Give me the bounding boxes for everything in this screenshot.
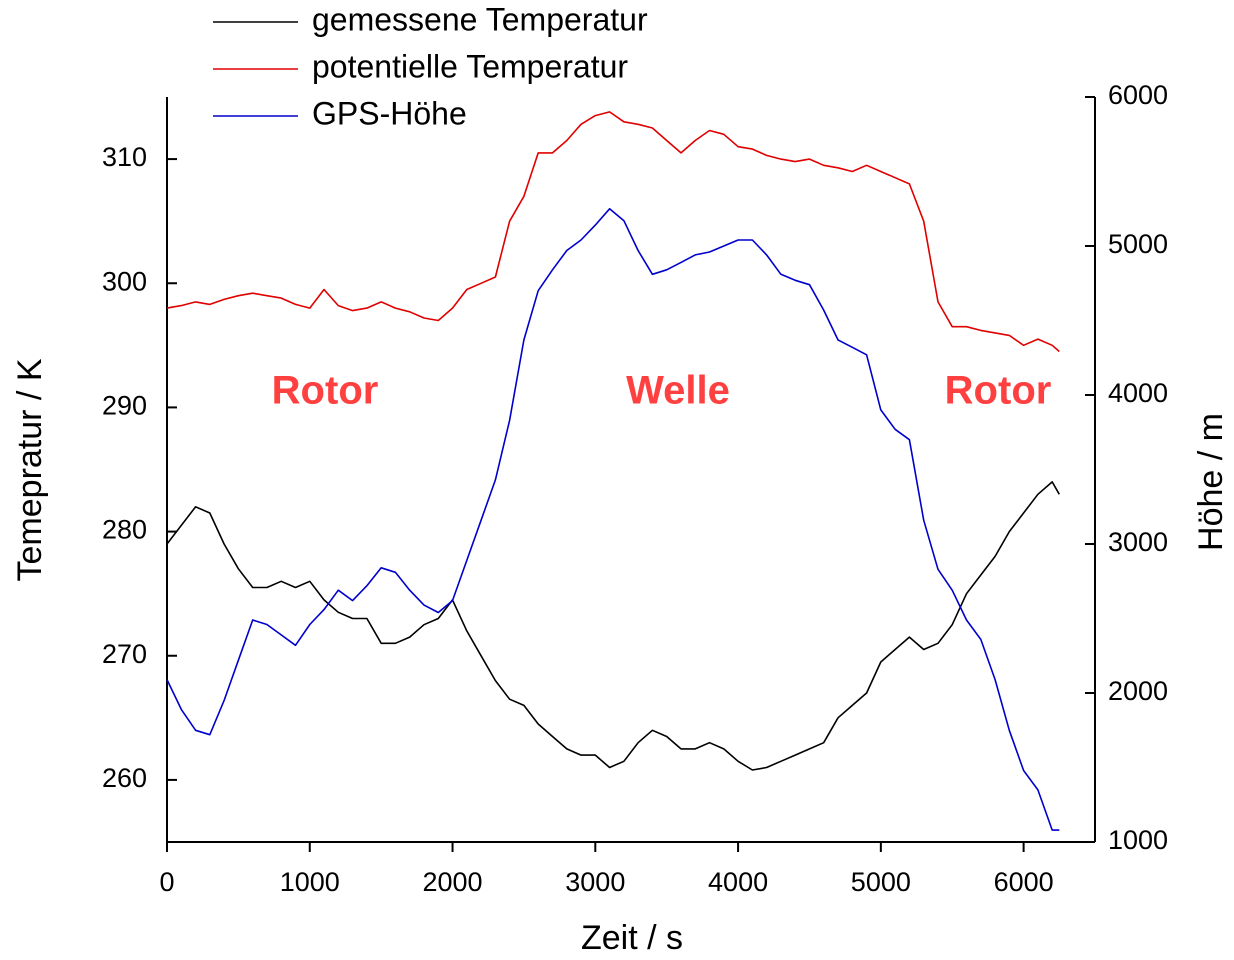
x-tick-label: 1000: [280, 867, 340, 897]
x-tick-label: 2000: [422, 867, 482, 897]
x-tick-label: 3000: [565, 867, 625, 897]
legend-label: GPS-Höhe: [312, 95, 467, 131]
y2-axis-label: Höhe / m: [1192, 413, 1230, 551]
y2-tick-label: 1000: [1108, 825, 1168, 855]
x-axis-label: Zeit / s: [581, 919, 683, 957]
series-line: [166, 208, 1060, 831]
x-tick-label: 5000: [851, 867, 911, 897]
y-tick-label: 300: [102, 266, 147, 296]
x-tick-label: 0: [159, 867, 174, 897]
y-tick-label: 290: [102, 391, 147, 421]
y2-tick-label: 5000: [1108, 229, 1168, 259]
y-tick-label: 310: [102, 142, 147, 172]
y-axis-label: Temepratur / K: [11, 358, 49, 581]
y2-tick-label: 3000: [1108, 527, 1168, 557]
y2-tick-label: 4000: [1108, 378, 1168, 408]
y2-tick-label: 6000: [1108, 80, 1168, 110]
series-line: [166, 111, 1060, 353]
x-tick-label: 4000: [708, 867, 768, 897]
annotation: Welle: [626, 369, 730, 413]
y-tick-label: 280: [102, 515, 147, 545]
annotation: Rotor: [272, 369, 379, 413]
x-tick-label: 6000: [994, 867, 1054, 897]
legend-label: potentielle Temperatur: [312, 48, 628, 84]
series-line: [166, 481, 1060, 771]
annotation: Rotor: [945, 369, 1052, 413]
y-tick-label: 270: [102, 639, 147, 669]
legend-label: gemessene Temperatur: [312, 1, 648, 37]
y2-tick-label: 2000: [1108, 676, 1168, 706]
y-tick-label: 260: [102, 763, 147, 793]
